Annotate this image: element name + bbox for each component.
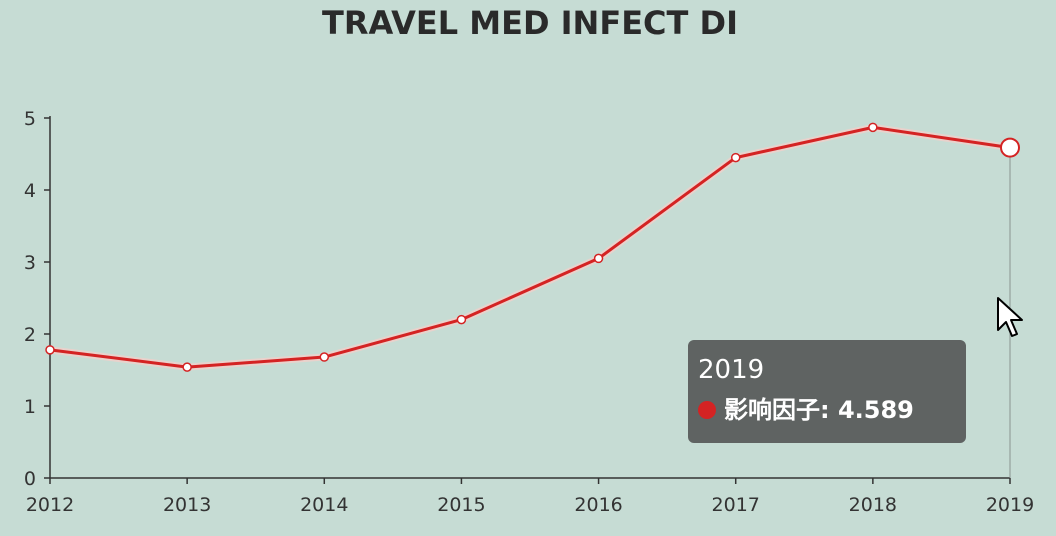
axes: 0 1 2 3 4 5 2012 2013 2014 2015 2016 2017 2018 2019 <box>24 108 1034 516</box>
tooltip-title: 2019 <box>698 355 765 385</box>
x-tick-label-2017: 2017 <box>712 494 760 516</box>
x-tick-label-2019: 2019 <box>986 494 1034 516</box>
tooltip-separator: : <box>820 396 838 424</box>
data-point-2017 <box>730 152 741 163</box>
y-tick-label-0: 0 <box>24 468 36 490</box>
tooltip-value: 4.589 <box>837 396 914 424</box>
x-tick-label-2013: 2013 <box>163 494 211 516</box>
tooltip-series-name: 影响因子 <box>724 396 820 424</box>
y-tick-label-5: 5 <box>24 108 36 130</box>
y-tick-label-1: 1 <box>24 396 36 418</box>
data-tooltip: 2019 影响因子 : 4.589 <box>688 340 966 443</box>
x-tick-label-2018: 2018 <box>849 494 897 516</box>
data-point-2016 <box>593 253 604 264</box>
y-tick-label-2: 2 <box>24 324 36 346</box>
x-tick-label-2015: 2015 <box>437 494 485 516</box>
x-tick-label-2012: 2012 <box>26 494 74 516</box>
x-tick-label-2016: 2016 <box>574 494 622 516</box>
data-point-2019 <box>1000 137 1020 158</box>
data-point-2014 <box>319 352 330 362</box>
series-line <box>48 125 1012 369</box>
data-point-2018 <box>868 122 878 133</box>
chart-title: TRAVEL MED INFECT DI <box>322 4 738 42</box>
series-dot-icon <box>698 401 716 419</box>
x-tick-label-2014: 2014 <box>300 494 348 516</box>
data-point-2013 <box>182 362 192 372</box>
data-point-2012 <box>45 345 55 355</box>
y-tick-label-3: 3 <box>24 252 36 274</box>
series-line-shadow <box>46 123 1014 371</box>
mouse-pointer-icon <box>997 297 1023 337</box>
y-tick-label-4: 4 <box>24 180 36 202</box>
tooltip-row: 影响因子 : 4.589 <box>698 394 956 426</box>
data-point-2015 <box>456 314 467 325</box>
